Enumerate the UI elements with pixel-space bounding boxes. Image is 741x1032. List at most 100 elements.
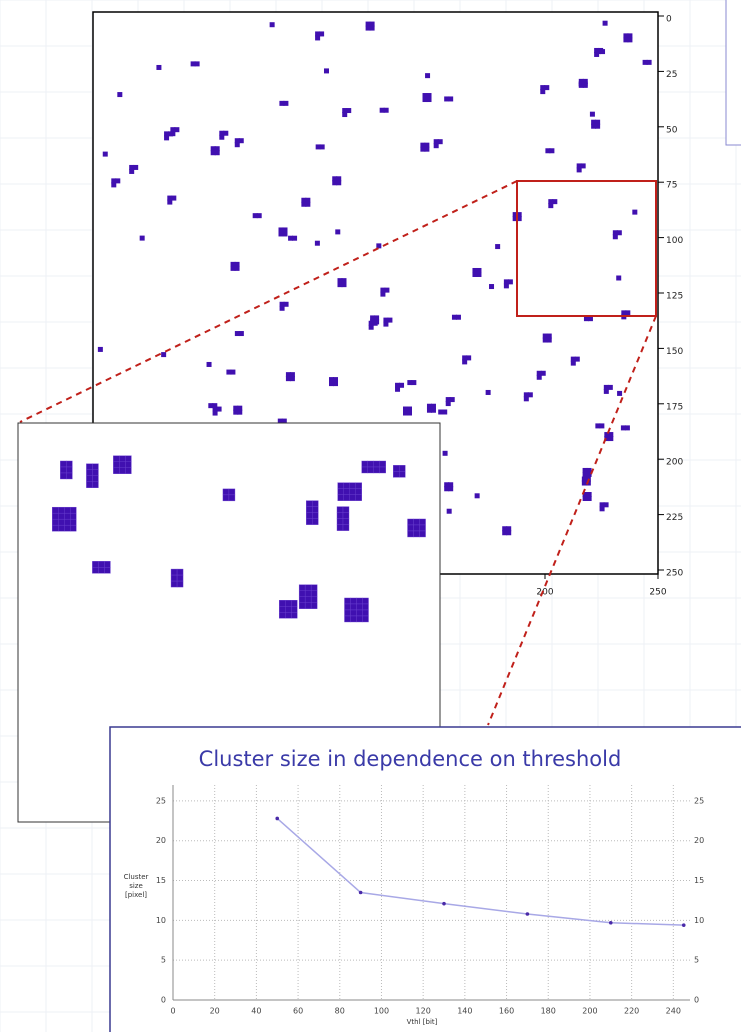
y2-tick-label: 10 xyxy=(694,916,704,925)
zoom-pixel xyxy=(338,489,344,495)
pixel-cluster xyxy=(305,202,310,207)
pixel-cluster xyxy=(590,112,595,117)
pixel-cluster xyxy=(207,362,212,367)
zoom-pixel xyxy=(356,610,362,616)
pixel-cluster xyxy=(424,147,429,152)
zoom-pixel xyxy=(291,606,297,612)
zoom-pixel xyxy=(393,471,399,477)
y-tick-label: 25 xyxy=(156,796,166,805)
data-point xyxy=(526,912,530,916)
pixel-cluster xyxy=(270,22,275,27)
pixel-cluster xyxy=(407,411,412,416)
pixel-cluster xyxy=(235,142,240,147)
zoom-pixel xyxy=(356,616,362,622)
zoom-pixel xyxy=(306,519,312,525)
x-tick-label: 220 xyxy=(624,1007,639,1016)
zoom-pixel xyxy=(104,567,110,573)
pixel-cluster xyxy=(495,244,500,249)
pixel-cluster xyxy=(547,338,552,343)
y2-tick-label: 20 xyxy=(694,836,704,845)
zoom-pixel xyxy=(64,519,70,525)
zoom-pixel xyxy=(86,470,92,476)
zoom-pixel xyxy=(86,476,92,482)
pixel-cluster xyxy=(164,135,169,140)
pixel-cluster xyxy=(383,322,388,327)
pixel-cluster xyxy=(335,229,340,234)
x-tick-label: 20 xyxy=(210,1007,220,1016)
side-box xyxy=(726,0,741,145)
zoom-pixel xyxy=(177,575,183,581)
zoom-pixel xyxy=(306,513,312,519)
zoom-pixel xyxy=(350,495,356,501)
pixel-cluster xyxy=(219,135,224,140)
zoom-pixel xyxy=(58,519,64,525)
x-tick-label: 240 xyxy=(666,1007,681,1016)
pixel-cluster xyxy=(447,509,452,514)
zoom-pixel xyxy=(399,465,405,471)
x-tick-label: 200 xyxy=(582,1007,597,1016)
zoom-pixel xyxy=(171,581,177,587)
zoom-pixel xyxy=(58,513,64,519)
zoom-pixel xyxy=(171,569,177,575)
pixel-cluster xyxy=(103,152,108,157)
pixel-cluster xyxy=(369,325,374,330)
zoom-pixel xyxy=(125,462,131,468)
zoom-pixel xyxy=(92,476,98,482)
pixel-cluster xyxy=(587,496,592,501)
zoom-pixel xyxy=(350,610,356,616)
pixel-cluster xyxy=(384,108,389,113)
pixel-cluster xyxy=(434,143,439,148)
pixel-cluster xyxy=(446,401,451,406)
zoom-pixel xyxy=(113,468,119,474)
pixel-cluster xyxy=(448,486,453,491)
zoom-pixel xyxy=(356,483,362,489)
zoom-pixel xyxy=(66,461,72,467)
zoom-pixel xyxy=(344,616,350,622)
pixel-cluster xyxy=(380,292,385,297)
y-axis-label: [pixel] xyxy=(125,891,147,899)
pixel-cluster xyxy=(548,203,553,208)
zoom-pixel xyxy=(223,495,229,501)
pixel-cluster xyxy=(117,92,122,97)
zoom-pixel xyxy=(299,597,305,603)
zoom-pixel xyxy=(86,464,92,470)
zoom-pixel xyxy=(125,456,131,462)
pixel-cluster xyxy=(425,73,430,78)
chart-title: Cluster size in dependence on threshold xyxy=(199,747,622,771)
zoom-pixel xyxy=(368,467,374,473)
x-tick-label: 0 xyxy=(170,1007,175,1016)
x-tick-label: 80 xyxy=(335,1007,345,1016)
map-y-tick-label: 175 xyxy=(666,402,683,412)
pixel-cluster xyxy=(603,21,608,26)
zoom-pixel xyxy=(337,525,343,531)
pixel-cluster xyxy=(448,96,453,101)
zoom-pixel xyxy=(92,482,98,488)
zoom-pixel xyxy=(70,507,76,513)
zoom-pixel xyxy=(64,513,70,519)
zoom-pixel xyxy=(414,519,420,525)
zoom-pixel xyxy=(104,561,110,567)
zoom-pixel xyxy=(312,513,318,519)
x-tick-label: 100 xyxy=(374,1007,389,1016)
zoom-pixel xyxy=(305,591,311,597)
pixel-cluster xyxy=(230,370,235,375)
x-axis-label: Vthl [bit] xyxy=(407,1018,438,1026)
zoom-pixel xyxy=(60,473,66,479)
pixel-cluster xyxy=(504,283,509,288)
zoom-pixel xyxy=(285,600,291,606)
pixel-cluster xyxy=(161,352,166,357)
zoom-pixel xyxy=(374,467,380,473)
pixel-cluster xyxy=(411,380,416,385)
pixel-cluster xyxy=(604,389,609,394)
pixel-cluster xyxy=(111,182,116,187)
pixel-cluster xyxy=(195,61,200,66)
zoom-pixel xyxy=(408,519,414,525)
zoom-pixel xyxy=(338,495,344,501)
zoom-pixel xyxy=(285,606,291,612)
pixel-cluster xyxy=(608,436,613,441)
zoom-pixel xyxy=(113,456,119,462)
pixel-cluster xyxy=(320,144,325,149)
zoom-pixel xyxy=(119,462,125,468)
data-point xyxy=(275,817,279,821)
pixel-cluster xyxy=(506,530,511,535)
